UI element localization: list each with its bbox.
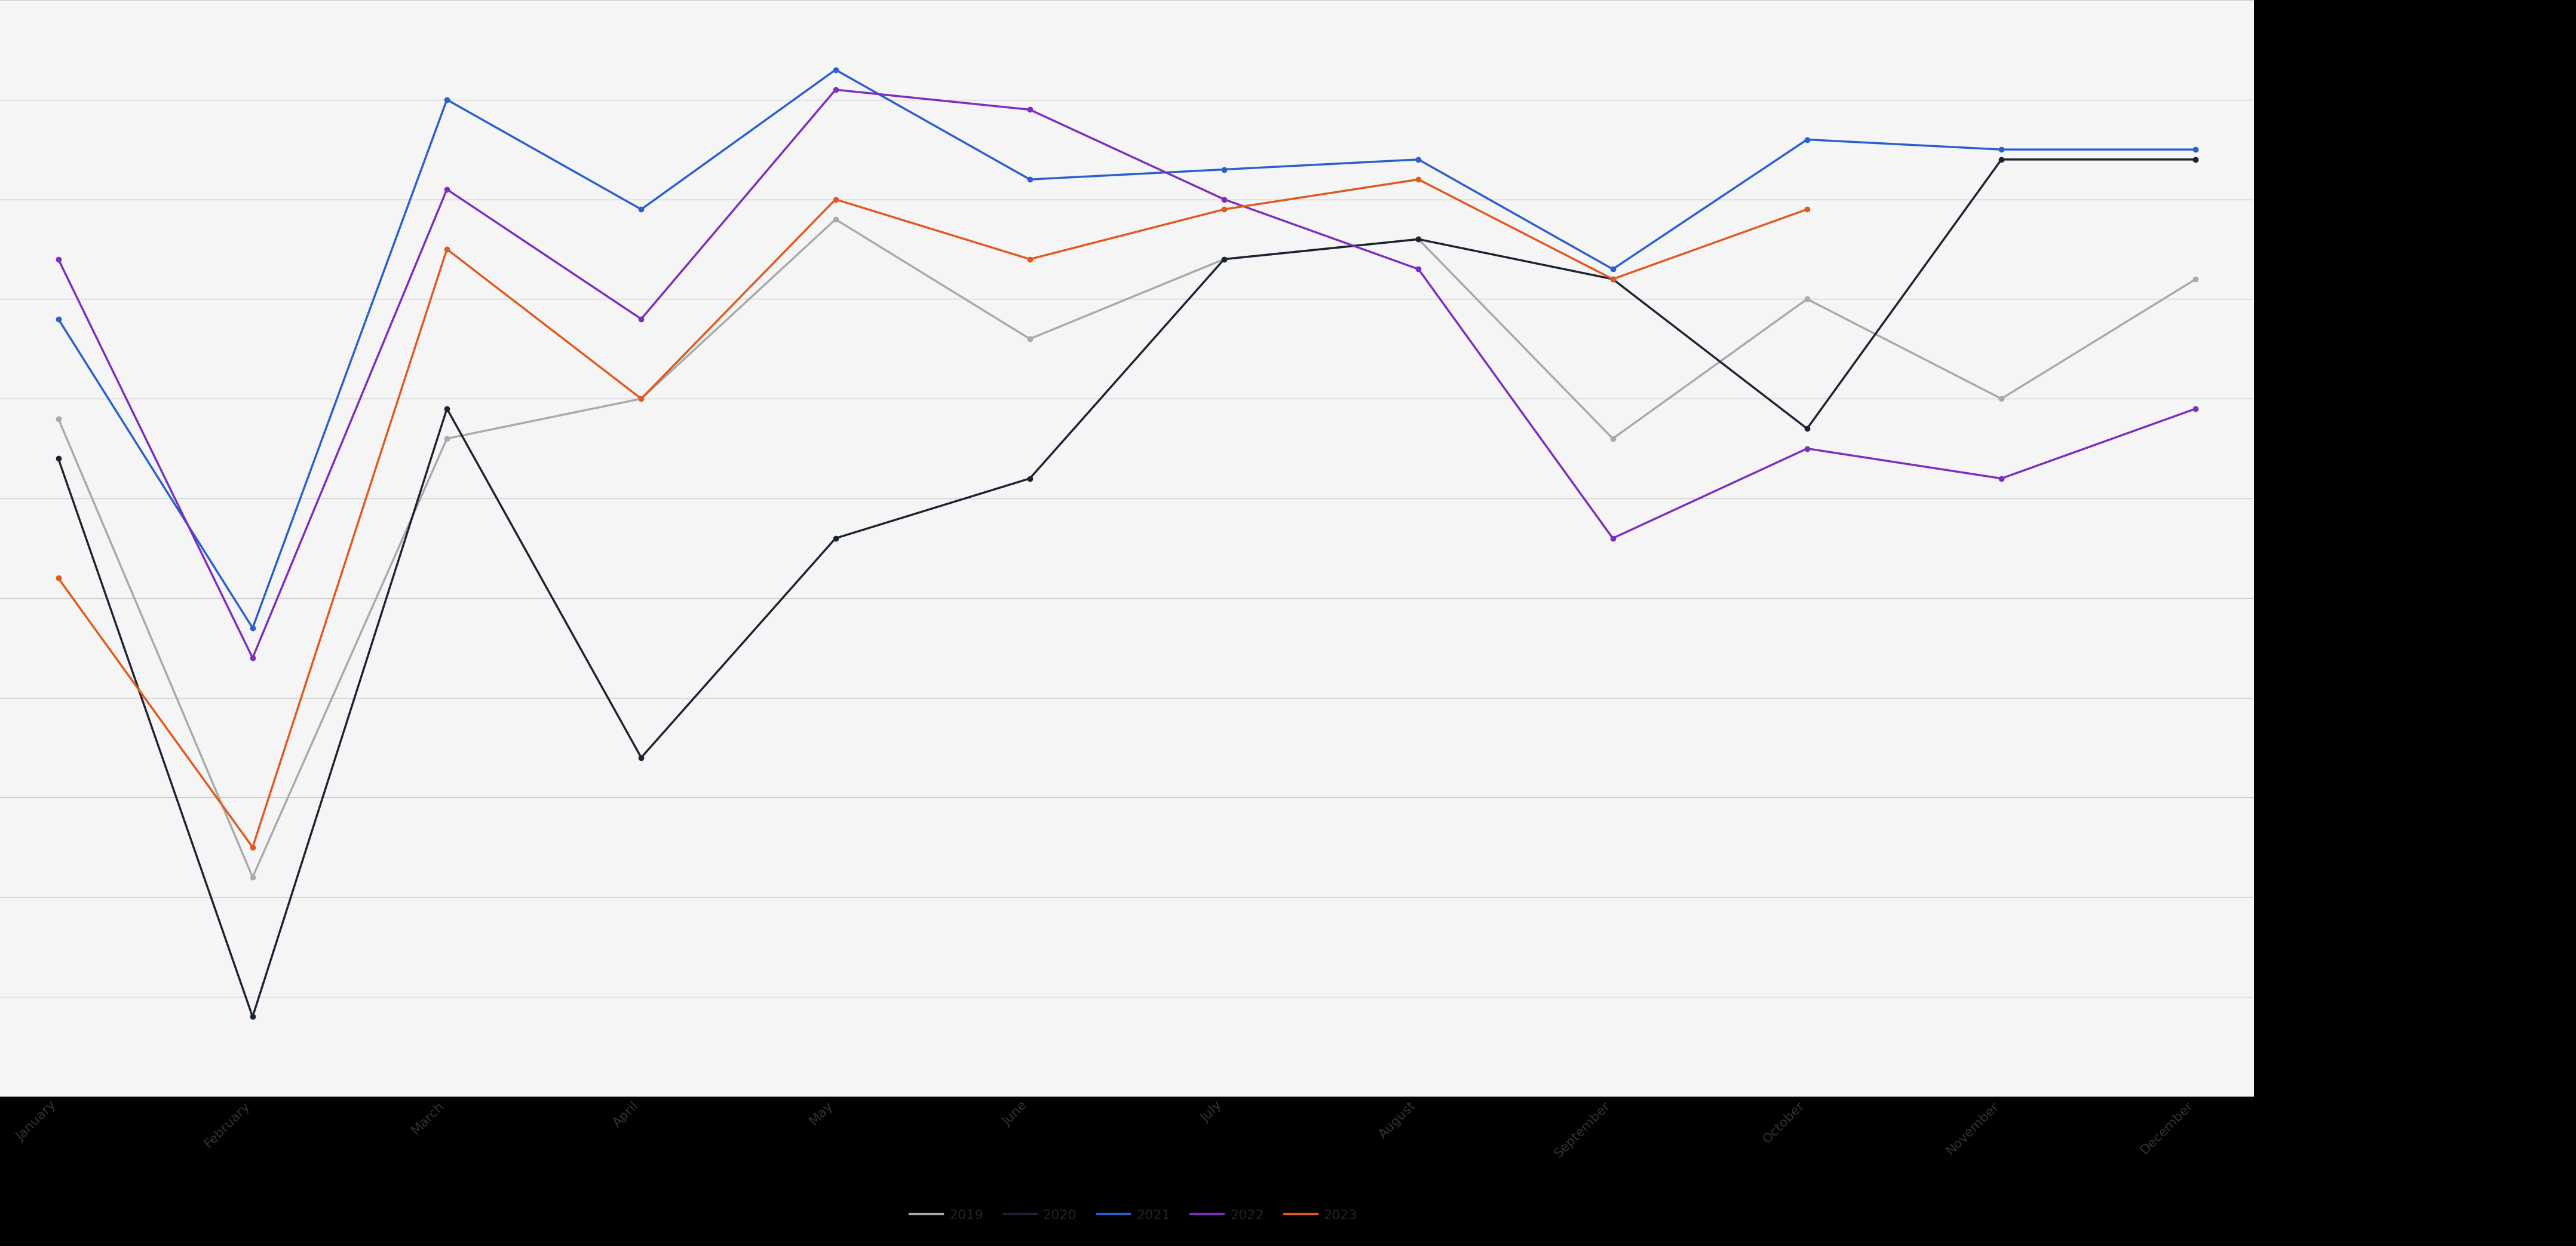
2023: [1404, 172, 1435, 187]
2021: [1597, 262, 1628, 277]
2023: [819, 192, 850, 207]
2022: [44, 252, 75, 267]
2023: [44, 571, 75, 586]
2022: [2179, 401, 2210, 416]
2020: [1015, 471, 1046, 486]
2021: [1208, 162, 1239, 177]
2020: [2179, 152, 2210, 167]
2019: [1793, 292, 1824, 307]
2023: [430, 242, 461, 257]
2023: [1015, 252, 1046, 267]
2020: [1986, 152, 2017, 167]
Line: 2019: 2019: [57, 217, 2197, 880]
2020: [237, 1009, 268, 1024]
2023: [1793, 202, 1824, 217]
2023: [237, 840, 268, 855]
2021: [1404, 152, 1435, 167]
2022: [1793, 441, 1824, 456]
2021: [626, 202, 657, 217]
2023: [1597, 272, 1628, 287]
2019: [1208, 252, 1239, 267]
2022: [1597, 531, 1628, 546]
2019: [626, 391, 657, 406]
2019: [430, 431, 461, 446]
2020: [1597, 272, 1628, 287]
2022: [626, 312, 657, 326]
2022: [430, 182, 461, 197]
2019: [1404, 232, 1435, 247]
2019: [2179, 272, 2210, 287]
2019: [819, 212, 850, 227]
2019: [1986, 391, 2017, 406]
2019: [1015, 331, 1046, 346]
2020: [44, 451, 75, 466]
2021: [819, 62, 850, 77]
Line: 2020: 2020: [57, 157, 2197, 1019]
2020: [430, 401, 461, 416]
2020: [1793, 421, 1824, 436]
2022: [1404, 262, 1435, 277]
Line: 2022: 2022: [57, 87, 2197, 660]
2023: [626, 391, 657, 406]
2021: [237, 621, 268, 635]
2022: [1986, 471, 2017, 486]
2021: [430, 92, 461, 107]
2019: [44, 411, 75, 426]
2021: [1986, 142, 2017, 157]
2019: [1597, 431, 1628, 446]
2022: [1208, 192, 1239, 207]
2021: [2179, 142, 2210, 157]
2020: [1404, 232, 1435, 247]
2020: [626, 750, 657, 765]
Legend: 2019, 2020, 2021, 2022, 2023: 2019, 2020, 2021, 2022, 2023: [904, 1204, 1363, 1227]
2020: [819, 531, 850, 546]
2022: [819, 82, 850, 97]
2023: [1208, 202, 1239, 217]
Line: 2023: 2023: [57, 177, 1808, 850]
2022: [237, 650, 268, 665]
2020: [1208, 252, 1239, 267]
2019: [237, 870, 268, 885]
2021: [1015, 172, 1046, 187]
Line: 2021: 2021: [57, 67, 2197, 630]
2022: [1015, 102, 1046, 117]
2021: [1793, 132, 1824, 147]
2021: [44, 312, 75, 326]
